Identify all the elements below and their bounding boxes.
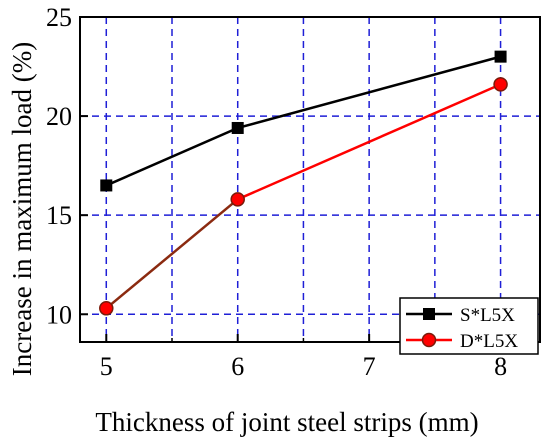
x-tick-label: 6 — [231, 352, 244, 381]
x-tick-label: 7 — [363, 352, 376, 381]
x-axis-label: Thickness of joint steel strips (mm) — [95, 407, 478, 437]
y-tick-label: 25 — [46, 3, 72, 32]
series-line-segment — [237, 55, 501, 130]
data-point — [493, 77, 508, 92]
legend-marker — [423, 308, 435, 320]
series-line-segment — [237, 83, 502, 201]
axes — [79, 16, 541, 343]
grid-lines — [80, 17, 540, 342]
legend-entry-label: S*L5X — [460, 305, 515, 326]
data-point — [230, 192, 245, 207]
legend-marker — [421, 332, 437, 348]
y-tick-label: 15 — [46, 201, 72, 230]
legend: S*L5X D*L5X — [399, 297, 539, 355]
series-2 — [99, 77, 508, 316]
series-1 — [100, 50, 507, 192]
data-series — [99, 50, 508, 316]
tick-labels: 5 6 7 8 10 15 20 25 — [46, 3, 507, 381]
legend-box — [399, 297, 539, 355]
y-tick-label: 20 — [46, 102, 72, 131]
y-axis-label: Increase in maximum load (%) — [7, 42, 37, 376]
series-line-segment — [105, 126, 239, 187]
data-point — [231, 121, 244, 134]
x-tick-label: 8 — [494, 352, 507, 381]
series-line-segment — [105, 198, 239, 310]
y-tick-label: 10 — [46, 300, 72, 329]
legend-entry-label: D*L5X — [460, 331, 518, 352]
data-point — [494, 50, 507, 63]
data-point — [100, 179, 113, 192]
data-point — [99, 301, 114, 316]
x-tick-label: 5 — [100, 352, 113, 381]
plot-frame — [79, 16, 541, 343]
